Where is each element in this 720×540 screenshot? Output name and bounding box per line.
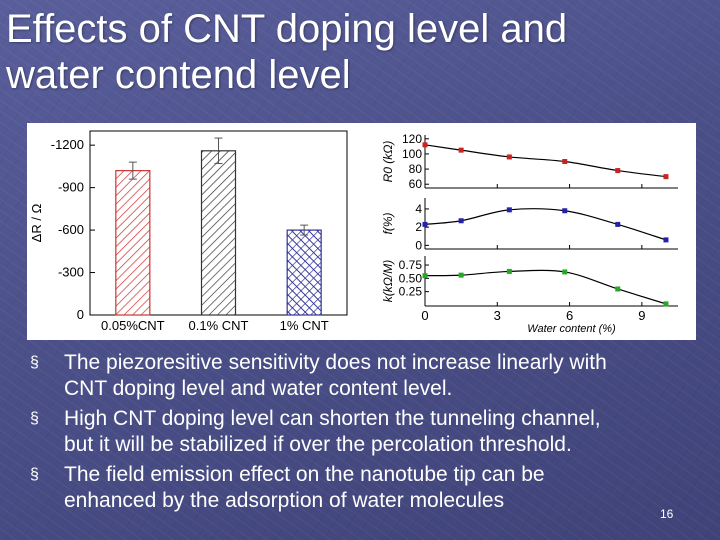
bullet-item: § The field emission effect on the nanot… (30, 462, 700, 514)
bullet-line: The field emission effect on the nanotub… (64, 463, 545, 486)
bar (200, 150, 237, 316)
data-point (615, 286, 621, 292)
bullet-item: § High CNT doping level can shorten the … (30, 406, 700, 458)
bar-chart-panel: 0 -300 -600 -900 -1200 ΔR / Ω 0.05%CNT 0.1% CNT… (27, 123, 352, 340)
x-tick-label: 9 (638, 308, 645, 323)
x-tick-label: 0 (421, 308, 428, 323)
data-point (663, 174, 669, 180)
x-tick-label: 3 (494, 308, 501, 323)
slide-title: Effects of CNT doping level and water co… (6, 6, 706, 98)
y-tick-label: 60 (409, 177, 423, 191)
data-point (562, 159, 568, 164)
x-category-label: 0.05%CNT (101, 318, 165, 333)
y-tick-label: 80 (409, 162, 423, 176)
series-line (424, 144, 667, 178)
bullet-marker: § (30, 354, 39, 371)
y-tick-label: 0.25 (399, 285, 423, 299)
bullet-line: High CNT doping level can shorten the tu… (64, 407, 601, 430)
bullet-line: The piezoresitive sensitivity does not i… (64, 351, 607, 374)
bullet-line: enhanced by the adsorption of water mole… (64, 489, 505, 512)
y-tick-label: 100 (402, 147, 422, 161)
data-point (506, 154, 512, 160)
data-point (422, 221, 428, 227)
data-point (422, 142, 428, 148)
bullet-line: CNT doping level and water content level… (64, 377, 453, 400)
data-point (506, 207, 512, 213)
y-tick-label: -900 (58, 180, 84, 195)
data-point (663, 301, 669, 307)
line-chart-panel: 60 80 100 120 R0 (kΩ) 0 2 4 f(%) 0.25 0.50 0.75 k(kΩ… (352, 123, 696, 340)
y-axis-label: R0 (kΩ) (381, 141, 395, 183)
x-axis-label: Water content (%) (527, 323, 616, 335)
y-tick-label: 120 (402, 132, 422, 146)
y-tick-label: 0 (415, 238, 422, 252)
y-axis-label: f(%) (381, 213, 395, 235)
y-tick-label: -600 (58, 222, 84, 237)
title-line-1: Effects of CNT doping level and (6, 7, 568, 51)
bullet-list: § The piezoresitive sensitivity does not… (30, 350, 700, 518)
data-point (458, 218, 464, 224)
x-category-label: 0.1% CNT (189, 318, 249, 333)
data-point (615, 168, 621, 174)
data-point (562, 269, 568, 275)
y-tick-label: 0.50 (399, 271, 423, 285)
data-point (562, 208, 568, 214)
y-axis-label: ΔR / Ω (29, 203, 44, 242)
x-category-label: 1% CNT (280, 318, 329, 333)
data-point (615, 221, 621, 227)
slide-number: 16 (660, 507, 674, 521)
bullet-marker: § (30, 410, 39, 427)
series-line (424, 269, 667, 305)
data-point (663, 237, 669, 243)
bullet-marker: § (30, 466, 39, 483)
bullet-line: but it will be stabilized if over the pe… (64, 433, 572, 456)
y-tick-label: 0.75 (399, 258, 423, 272)
y-tick-label: -300 (58, 265, 84, 280)
bar (286, 229, 322, 316)
data-point (458, 272, 464, 278)
x-tick-label: 6 (566, 308, 573, 323)
y-tick-label: 4 (415, 202, 422, 216)
title-line-2: water contend level (6, 53, 351, 97)
bar-chart: 0 -300 -600 -900 -1200 ΔR / Ω 0.05%CNT 0.1% CNT… (29, 130, 348, 333)
data-point (506, 268, 512, 274)
y-tick-label: -1200 (51, 137, 84, 152)
y-tick-label: 0 (77, 307, 84, 322)
data-point (422, 273, 428, 279)
bar (115, 170, 151, 316)
series-line (424, 208, 667, 241)
y-tick-label: 2 (415, 220, 422, 234)
bullet-item: § The piezoresitive sensitivity does not… (30, 350, 700, 402)
y-axis-label: k(kΩ/M) (381, 260, 395, 302)
data-point (458, 147, 464, 153)
